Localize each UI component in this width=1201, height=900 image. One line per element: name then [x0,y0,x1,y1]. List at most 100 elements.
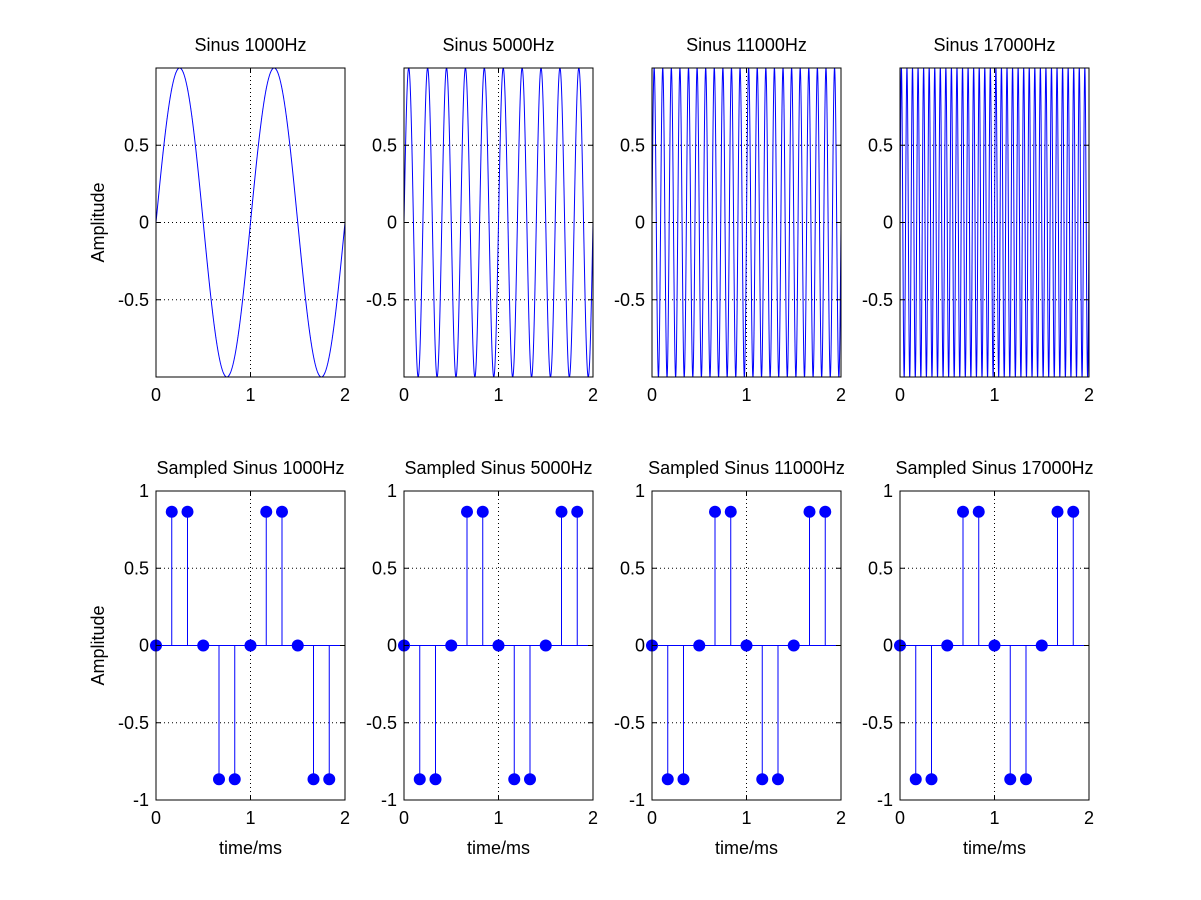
x-tick-label: 1 [493,808,503,828]
y-tick-label: -0.5 [118,713,149,733]
y-tick-label: -1 [133,790,149,810]
chart-title: Sampled Sinus 5000Hz [404,458,592,478]
stem-marker [1004,773,1017,786]
y-tick-label: 0.5 [620,135,645,155]
stem-marker [756,773,769,786]
x-tick-label: 1 [493,385,503,405]
chart-title: Sinus 5000Hz [442,35,554,55]
y-tick-label: -0.5 [118,290,149,310]
y-tick-label: 0.5 [124,135,149,155]
subplot-2: 0 1 2 -0.5 0 0.5 Sinus 5000Hz [366,35,598,405]
x-tick-label: 2 [1084,385,1094,405]
stem-marker [941,639,954,652]
stem-marker [771,773,784,786]
y-tick-label: 1 [635,481,645,501]
y-tick-label: -0.5 [862,290,893,310]
subplot-1: 0 1 2 -0.5 0 0.5 Sinus 1000Hz Amplitude [88,35,350,405]
x-axis-label: time/ms [219,838,282,858]
subplot-3: 0 1 2 -0.5 0 0.5 Sinus 11000Hz [614,35,846,405]
stem-marker [213,773,226,786]
stem-marker [1035,639,1048,652]
stem-marker [803,505,816,518]
x-axis-label: time/ms [715,838,778,858]
stem-marker [988,639,1001,652]
y-tick-label: 1 [139,481,149,501]
y-tick-label: 0 [883,213,893,233]
x-tick-label: 2 [340,808,350,828]
y-tick-label: 0 [139,213,149,233]
y-tick-label: 0 [635,636,645,656]
stem-marker [165,505,178,518]
x-tick-label: 0 [151,385,161,405]
stem-marker [429,773,442,786]
stem-marker [661,773,674,786]
x-tick-label: 2 [836,808,846,828]
y-axis-label: Amplitude [88,182,108,262]
x-tick-label: 1 [245,808,255,828]
stem-marker [571,505,584,518]
stem-marker [197,639,210,652]
stem-marker [492,639,505,652]
series [156,68,345,377]
stem-marker [539,639,552,652]
y-tick-label: 1 [387,481,397,501]
y-tick-label: 0.5 [372,135,397,155]
y-axis-label: Amplitude [88,605,108,685]
stem-marker [1019,773,1032,786]
stem-marker [260,505,273,518]
chart-title: Sampled Sinus 1000Hz [156,458,344,478]
x-tick-label: 0 [647,385,657,405]
y-tick-label: 0.5 [372,558,397,578]
y-tick-label: 0 [387,213,397,233]
stem-marker [461,505,474,518]
stem-marker [508,773,521,786]
x-tick-label: 0 [647,808,657,828]
stem-marker [523,773,536,786]
stem-marker [323,773,336,786]
stem-marker [555,505,568,518]
stem-marker [244,639,257,652]
y-tick-label: 1 [883,481,893,501]
y-tick-label: -0.5 [614,713,645,733]
x-tick-label: 1 [989,808,999,828]
subplot-5: 0 1 2 -1 -0.5 0 0.5 1 Sampled Sinus 1000Hz time/m… [88,458,350,858]
x-axis-label: time/ms [963,838,1026,858]
x-tick-label: 1 [989,385,999,405]
stem-marker [445,639,458,652]
series-line [900,68,1089,377]
x-tick-label: 2 [340,385,350,405]
y-tick-label: -1 [381,790,397,810]
chart-title: Sinus 11000Hz [686,35,807,55]
stem-marker [709,505,722,518]
x-tick-label: 0 [151,808,161,828]
stem-marker [307,773,320,786]
y-tick-label: 0 [883,636,893,656]
stem-marker [909,773,922,786]
stem-marker [181,505,194,518]
series-line [652,68,841,377]
stem-marker [957,505,970,518]
y-tick-label: -1 [877,790,893,810]
x-tick-label: 2 [836,385,846,405]
chart-title: Sinus 1000Hz [194,35,306,55]
x-tick-label: 0 [399,385,409,405]
y-tick-label: 0.5 [620,558,645,578]
y-tick-label: 0.5 [868,558,893,578]
y-tick-label: 0 [635,213,645,233]
stem-marker [476,505,489,518]
stem-marker [819,505,832,518]
chart-title: Sinus 17000Hz [933,35,1055,55]
series [404,68,593,377]
x-tick-label: 0 [895,385,905,405]
stem-marker [787,639,800,652]
stem-marker [1051,505,1064,518]
chart-title: Sampled Sinus 11000Hz [648,458,845,478]
x-tick-label: 2 [588,808,598,828]
stem-marker [291,639,304,652]
y-tick-label: -0.5 [366,713,397,733]
stem-marker [972,505,985,518]
y-tick-label: 0 [139,636,149,656]
stem-marker [1067,505,1080,518]
